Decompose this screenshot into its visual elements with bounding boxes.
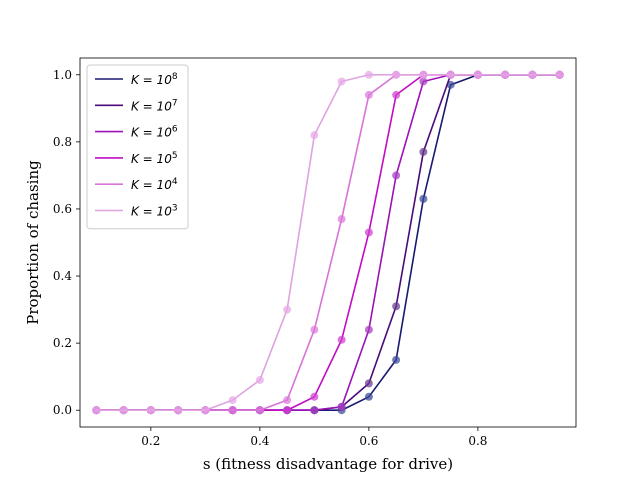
data-point <box>364 325 373 334</box>
data-point <box>392 70 401 79</box>
data-point <box>364 228 373 237</box>
data-point <box>310 406 319 415</box>
data-point <box>392 302 401 311</box>
data-point <box>473 70 482 79</box>
x-axis-ticks: 0.2 0.4 0.6 0.8 <box>141 427 487 448</box>
data-point <box>337 215 346 224</box>
legend-label: K = 103 <box>131 204 178 219</box>
legend-label: K = 106 <box>131 125 178 140</box>
legend: K = 108 K = 107 K = 106 K = 105 K = 104 K = 1… <box>86 64 189 230</box>
x-tick-label: 0.4 <box>250 434 269 448</box>
y-tick-label: 0.0 <box>53 403 72 417</box>
data-point <box>419 147 428 156</box>
x-tick-label: 0.2 <box>141 434 160 448</box>
data-point <box>201 406 210 415</box>
data-point <box>392 355 401 364</box>
data-point <box>364 70 373 79</box>
series-line <box>96 73 560 412</box>
data-point <box>501 70 510 79</box>
legend-item: K = 104 <box>95 177 178 192</box>
data-point <box>146 406 155 415</box>
y-axis-label: Proportion of chasing <box>24 160 42 325</box>
data-point <box>283 396 292 405</box>
data-point <box>392 171 401 180</box>
data-point <box>92 406 101 415</box>
legend-item: K = 105 <box>95 151 178 166</box>
series-5 <box>92 70 564 415</box>
data-point <box>364 90 373 99</box>
data-point <box>528 70 537 79</box>
plot-frame <box>79 57 577 428</box>
x-axis-label: s (fitness disadvantage for drive) <box>203 455 453 473</box>
legend-label: K = 105 <box>131 151 178 166</box>
legend-label: K = 108 <box>131 72 178 87</box>
legend-item: K = 108 <box>95 72 178 87</box>
legend-label: K = 107 <box>131 98 178 113</box>
data-point <box>337 335 346 344</box>
data-point <box>419 70 428 79</box>
y-tick-label: 1.0 <box>53 68 72 82</box>
y-tick-label: 0.6 <box>53 202 72 216</box>
data-point <box>446 70 455 79</box>
data-point <box>228 406 237 415</box>
data-point <box>446 80 455 89</box>
legend-item: K = 103 <box>95 204 178 219</box>
data-point <box>419 77 428 86</box>
data-point <box>337 77 346 86</box>
data-point <box>283 305 292 314</box>
legend-item: K = 106 <box>95 125 178 140</box>
data-point <box>419 194 428 203</box>
data-point <box>119 406 128 415</box>
x-tick-label: 0.8 <box>468 434 487 448</box>
data-point <box>228 396 237 405</box>
y-tick-label: 0.4 <box>53 269 72 283</box>
series-layer <box>92 70 564 415</box>
data-point <box>174 406 183 415</box>
data-point <box>255 406 264 415</box>
data-point <box>310 131 319 140</box>
data-point <box>337 402 346 411</box>
x-tick-label: 0.6 <box>359 434 378 448</box>
data-point <box>364 379 373 388</box>
data-point <box>392 90 401 99</box>
y-tick-label: 0.8 <box>53 135 72 149</box>
legend-item: K = 107 <box>95 98 178 113</box>
y-axis-ticks: 0.0 0.2 0.4 0.6 0.8 1.0 <box>53 68 80 417</box>
data-point <box>310 325 319 334</box>
data-point <box>364 392 373 401</box>
data-point <box>283 406 292 415</box>
data-point <box>310 392 319 401</box>
legend-label: K = 104 <box>131 177 178 192</box>
y-tick-label: 0.2 <box>53 336 72 350</box>
data-point <box>555 70 564 79</box>
data-point <box>255 376 264 385</box>
